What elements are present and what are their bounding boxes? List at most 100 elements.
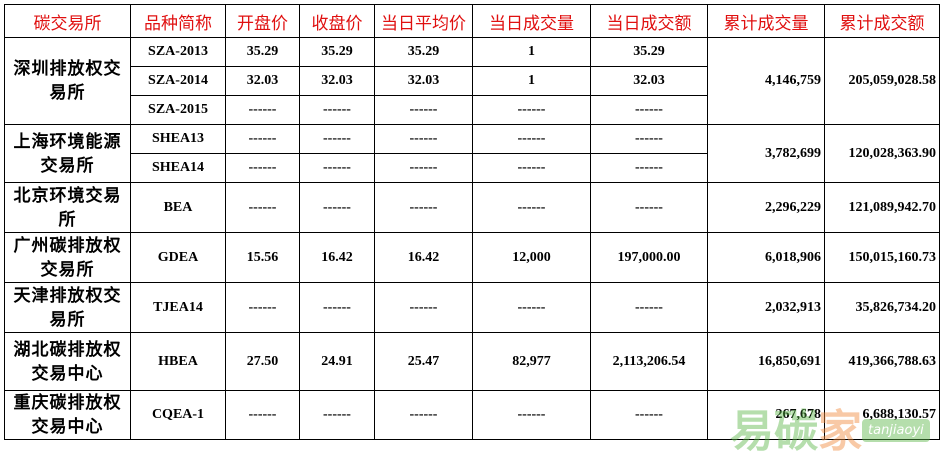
cell-close: ------ [299,282,375,333]
exchange-name: 广州碳排放权交易所 [4,232,131,283]
cell-avg: 16.42 [374,232,473,283]
column-header: 开盘价 [225,4,300,38]
exchange-name: 湖北碳排放权交易中心 [4,332,131,391]
cell-code: SHEA13 [130,124,226,154]
cumulative-volume: 4,146,759 [707,37,825,125]
column-header: 当日平均价 [374,4,473,38]
cell-avg: 35.29 [374,37,473,67]
cumulative-amount: 205,059,028.58 [824,37,940,125]
cell-amount: ------ [590,182,708,233]
cell-close: ------ [299,182,375,233]
exchange-name: 重庆碳排放权交易中心 [4,390,131,440]
column-header: 当日成交量 [472,4,591,38]
cell-code: CQEA-1 [130,390,226,440]
cell-amount: ------ [590,153,708,183]
table-row: 湖北碳排放权交易中心 HBEA 27.50 24.91 25.47 82,977 2,113… [4,332,940,391]
cell-amount: ------ [590,95,708,125]
cell-volume: 12,000 [472,232,591,283]
cell-avg: ------ [374,124,473,154]
cell-open: ------ [225,390,300,440]
column-header: 累计成交量 [707,4,825,38]
table-row: SZA-2014 32.03 32.03 32.03 1 32.03 [5,66,940,96]
cell-amount: 197,000.00 [590,232,708,283]
cell-open: 15.56 [225,232,300,283]
cell-open: ------ [225,282,300,333]
cumulative-volume: 16,850,691 [707,332,825,391]
cell-code: SZA-2014 [130,66,226,96]
cell-volume: ------ [472,124,591,154]
cumulative-volume: 3,782,699 [707,124,825,183]
table-row: 北京环境交易所 BEA ------ ------ ------ ------ ------… [4,182,940,233]
cell-code: SZA-2015 [130,95,226,125]
cell-code: GDEA [130,232,226,283]
cell-avg: ------ [374,390,473,440]
cell-open: ------ [225,124,300,154]
cell-close: ------ [299,390,375,440]
cell-volume: ------ [472,95,591,125]
cell-open: 32.03 [225,66,300,96]
header-row: 碳交易所 品种简称 开盘价 收盘价 当日平均价 当日成交量 当日成交额 累计成交量 累计成交额 [4,4,940,38]
cell-amount: 2,113,206.54 [590,332,708,391]
cell-volume: 1 [472,37,591,67]
table-row: 广州碳排放权交易所 GDEA 15.56 16.42 16.42 12,000 197,00… [4,232,940,283]
cell-open: ------ [225,153,300,183]
cumulative-volume: 6,018,906 [707,232,825,283]
cell-amount: 35.29 [590,37,708,67]
cell-close: 35.29 [299,37,375,67]
table-row: 深圳排放权交易所 SZA-2013 35.29 35.29 35.29 1 35.29 4,1… [4,37,940,125]
cell-volume: ------ [472,282,591,333]
cell-open: ------ [225,182,300,233]
cell-close: ------ [299,124,375,154]
cumulative-amount: 35,826,734.20 [824,282,940,333]
cell-open: ------ [225,95,300,125]
column-header: 收盘价 [299,4,375,38]
cell-avg: 32.03 [374,66,473,96]
column-header: 品种简称 [130,4,226,38]
cell-close: 16.42 [299,232,375,283]
cumulative-amount: 120,028,363.90 [824,124,940,183]
cell-avg: 25.47 [374,332,473,391]
cell-open: 35.29 [225,37,300,67]
cell-amount: ------ [590,282,708,333]
cell-amount: ------ [590,390,708,440]
carbon-trading-table: 碳交易所 品种简称 开盘价 收盘价 当日平均价 当日成交量 当日成交额 累计成交量 累计成交额 … [4,4,940,440]
cumulative-amount: 419,366,788.63 [824,332,940,391]
cell-code: SZA-2013 [130,37,226,67]
table-row: 上海环境能源交易所 SHEA13 ------ ------ ------ ------ -… [4,124,940,183]
cell-code: BEA [130,182,226,233]
cell-avg: ------ [374,153,473,183]
cumulative-amount: 6,688,130.57 [824,390,940,440]
cell-amount: ------ [590,124,708,154]
cell-close: 24.91 [299,332,375,391]
cell-avg: ------ [374,182,473,233]
cumulative-volume: 267,678 [707,390,825,440]
cumulative-amount: 150,015,160.73 [824,232,940,283]
column-header: 累计成交额 [824,4,940,38]
cell-volume: ------ [472,182,591,233]
exchange-name: 天津排放权交易所 [4,282,131,333]
cell-volume: ------ [472,390,591,440]
table-row: 重庆碳排放权交易中心 CQEA-1 ------ ------ ------ ------… [4,390,940,440]
cell-avg: ------ [374,95,473,125]
cell-close: 32.03 [299,66,375,96]
cell-volume: 1 [472,66,591,96]
cell-avg: ------ [374,282,473,333]
exchange-name: 北京环境交易所 [4,182,131,233]
exchange-name: 深圳排放权交易所 [4,37,131,125]
table-row: 天津排放权交易所 TJEA14 ------ ------ ------ ------ --… [4,282,940,333]
column-header: 碳交易所 [4,4,131,38]
cell-code: SHEA14 [130,153,226,183]
cell-volume: ------ [472,153,591,183]
table-row: SZA-2015 ------ ------ ------ ------ ------ [5,95,940,125]
cumulative-amount: 121,089,942.70 [824,182,940,233]
cumulative-volume: 2,032,913 [707,282,825,333]
cell-close: ------ [299,95,375,125]
column-header: 当日成交额 [590,4,708,38]
cell-amount: 32.03 [590,66,708,96]
cell-volume: 82,977 [472,332,591,391]
cell-code: HBEA [130,332,226,391]
exchange-name: 上海环境能源交易所 [4,124,131,183]
cumulative-volume: 2,296,229 [707,182,825,233]
cell-close: ------ [299,153,375,183]
cell-open: 27.50 [225,332,300,391]
